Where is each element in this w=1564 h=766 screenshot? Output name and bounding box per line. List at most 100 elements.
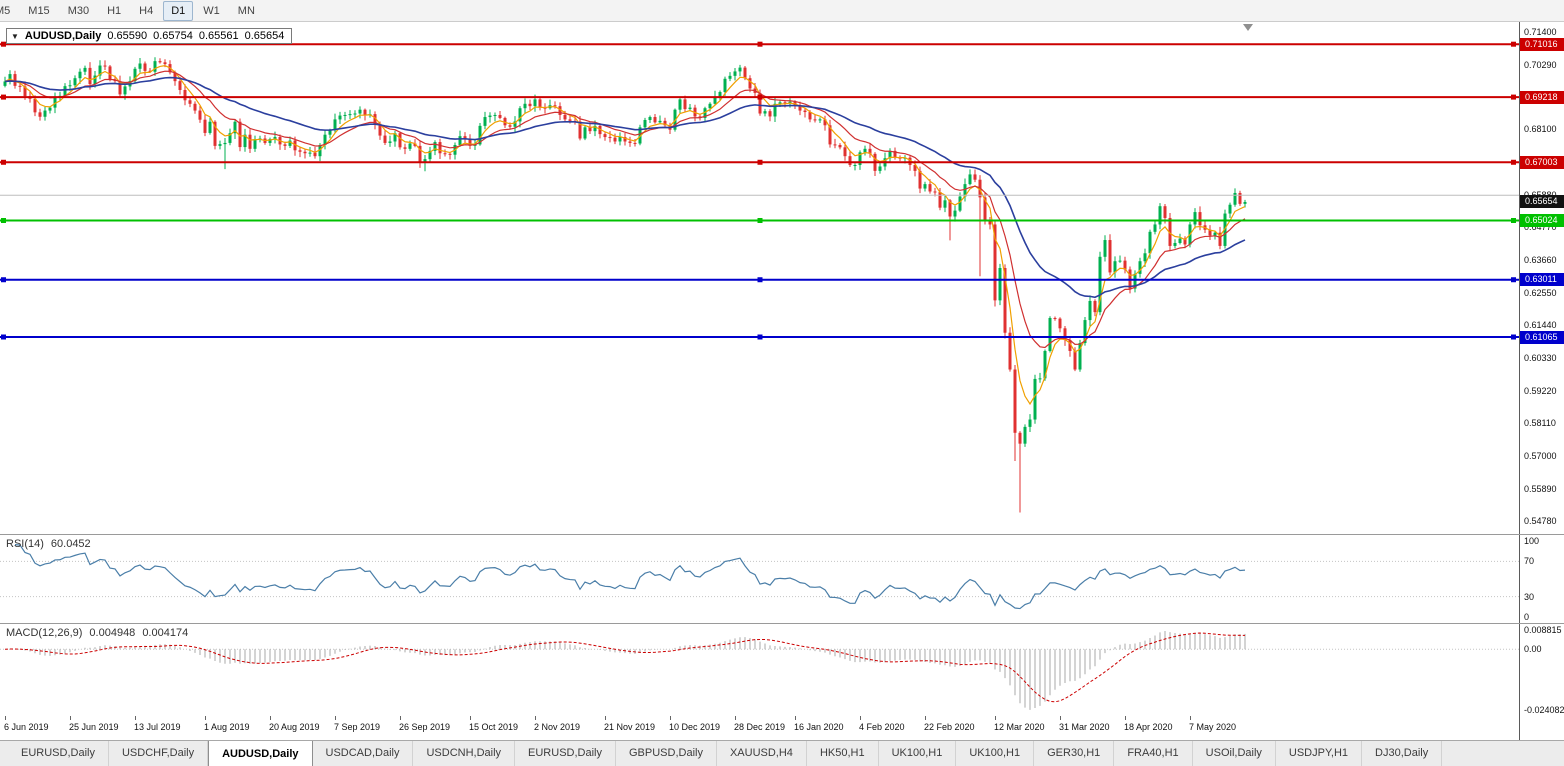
hline-handle[interactable]: [757, 159, 763, 165]
macd-chart: [0, 631, 1519, 710]
rsi-chart: [0, 544, 1519, 610]
tab-hk50-h1[interactable]: HK50,H1: [807, 741, 879, 766]
date-label: 7 May 2020: [1189, 722, 1237, 732]
rsi-tick-label: 0: [1524, 612, 1530, 622]
ohlc-close: 0.65654: [244, 30, 285, 42]
hline-handle[interactable]: [1, 277, 6, 283]
tab-uk100-h1[interactable]: UK100,H1: [956, 741, 1035, 766]
timeframe-button-mn[interactable]: MN: [230, 1, 263, 21]
hline-handle[interactable]: [1, 218, 6, 223]
ma-slow-line[interactable]: [4, 76, 1246, 299]
tab-gbpusd-daily[interactable]: GBPUSD,Daily: [616, 741, 717, 766]
price-tick-label: 0.59220: [1524, 385, 1557, 396]
chart-title-box: ▼ AUDUSD,Daily 0.65590 0.65754 0.65561 0…: [6, 28, 293, 44]
time-axis[interactable]: 6 Jun 2019 25 Jun 2019 13 Jul 2019 1 Aug 20…: [0, 716, 1519, 740]
rsi-scale[interactable]: 100 70 30 0: [1519, 535, 1564, 623]
hline-handle[interactable]: [1511, 94, 1516, 100]
macd-histogram: [9, 631, 1246, 710]
time-tick: [1190, 716, 1191, 720]
hline-handle[interactable]: [757, 41, 763, 47]
price-chart-plot[interactable]: ▼ AUDUSD,Daily 0.65590 0.65754 0.65561 0…: [0, 22, 1519, 534]
panel-separator[interactable]: [0, 534, 1564, 535]
hline-handle[interactable]: [1, 159, 6, 165]
price-tick-label: 0.54780: [1524, 516, 1557, 527]
rsi-tick-label: 70: [1524, 556, 1535, 567]
tab-dj30-daily[interactable]: DJ30,Daily: [1362, 741, 1443, 766]
hline-price-tag: 0.61065: [1520, 330, 1564, 344]
hline-handle[interactable]: [757, 218, 763, 223]
macd-signal-line: [4, 632, 1246, 703]
ma-fast-line[interactable]: [4, 65, 1246, 406]
time-tick: [400, 716, 401, 720]
panel-separator[interactable]: [0, 623, 1564, 624]
rsi-panel[interactable]: RSI(14) 60.0452: [0, 535, 1519, 623]
date-label: 12 Mar 2020: [994, 722, 1045, 732]
hline-handle[interactable]: [757, 277, 763, 283]
tab-usdcad-daily[interactable]: USDCAD,Daily: [313, 741, 414, 766]
chart-shift-marker-icon[interactable]: [1243, 24, 1253, 31]
hline-handle[interactable]: [757, 334, 763, 340]
timeframe-button-w1[interactable]: W1: [195, 1, 228, 21]
tab-usdcnh-daily[interactable]: USDCNH,Daily: [413, 741, 516, 766]
timeframe-button-m5[interactable]: M5: [0, 1, 18, 21]
macd-tick-label: 0.008815: [1524, 625, 1562, 635]
macd-scale[interactable]: 0.008815 0.00 -0.024082: [1519, 624, 1564, 716]
candle-series: [3, 57, 1247, 513]
date-label: 2 Nov 2019: [534, 722, 581, 732]
tab-uk100-h1[interactable]: UK100,H1: [879, 741, 957, 766]
date-label: 15 Oct 2019: [469, 722, 519, 732]
hline-price-tag: 0.65024: [1520, 214, 1564, 227]
date-label: 20 Aug 2019: [269, 722, 320, 732]
tab-usdchf-daily[interactable]: USDCHF,Daily: [109, 741, 209, 766]
hline-handle[interactable]: [1, 41, 6, 47]
price-tick-label: 0.68100: [1524, 124, 1557, 135]
tab-fra40-h1[interactable]: FRA40,H1: [1114, 741, 1193, 766]
timeframe-button-m30[interactable]: M30: [60, 1, 97, 21]
date-label: 6 Jun 2019: [4, 722, 49, 732]
ma-medium-line[interactable]: [4, 70, 1246, 349]
tab-ger30-h1[interactable]: GER30,H1: [1034, 741, 1115, 766]
timeframe-button-h4[interactable]: H4: [131, 1, 161, 21]
chart-symbol-label: AUDUSD,Daily: [24, 30, 102, 42]
price-scale[interactable]: 0.714000.702900.691800.681000.669900.658…: [1519, 22, 1564, 534]
date-label: 21 Nov 2019: [604, 722, 656, 732]
date-label: 26 Sep 2019: [399, 722, 451, 732]
macd-value-signal: 0.004174: [142, 627, 189, 639]
tab-audusd-daily[interactable]: AUDUSD,Daily: [208, 741, 313, 766]
tab-usdjpy-h1[interactable]: USDJPY,H1: [1276, 741, 1363, 766]
hline-handle[interactable]: [1511, 41, 1516, 47]
rsi-name: RSI(14): [6, 538, 44, 550]
scale-corner: [1519, 716, 1564, 740]
hline-handle[interactable]: [1511, 159, 1516, 165]
hline-handle[interactable]: [757, 94, 763, 100]
tab-usoil-daily[interactable]: USOil,Daily: [1193, 741, 1276, 766]
date-label: 1 Aug 2019: [204, 722, 250, 732]
hline-handle[interactable]: [1511, 277, 1516, 283]
candlestick-chart[interactable]: [0, 22, 1519, 534]
price-tick-label: 0.61440: [1524, 320, 1557, 331]
hline-handle[interactable]: [1511, 334, 1516, 340]
date-label: 28 Dec 2019: [734, 722, 786, 732]
timeframe-button-m15[interactable]: M15: [20, 1, 57, 21]
macd-panel[interactable]: MACD(12,26,9) 0.004948 0.004174: [0, 624, 1519, 716]
tab-xauusd-h4[interactable]: XAUUSD,H4: [717, 741, 807, 766]
rsi-line: [14, 544, 1246, 610]
time-tick: [735, 716, 736, 720]
hline-handle[interactable]: [1, 94, 6, 100]
price-tick-label: 0.57000: [1524, 451, 1557, 462]
timeframe-button-h1[interactable]: H1: [99, 1, 129, 21]
time-tick: [70, 716, 71, 720]
hline-handle[interactable]: [1, 334, 6, 340]
date-label: 25 Jun 2019: [69, 722, 119, 732]
macd-value-main: 0.004948: [89, 627, 136, 639]
price-tick-label: 0.63660: [1524, 255, 1557, 266]
hline-handle[interactable]: [1511, 218, 1516, 223]
timeframe-button-d1[interactable]: D1: [163, 0, 194, 21]
collapse-triangle-icon[interactable]: ▼: [11, 31, 19, 41]
macd-tick-label: -0.024082: [1524, 705, 1564, 715]
date-label: 13 Jul 2019: [134, 722, 181, 732]
tab-eurusd-daily[interactable]: EURUSD,Daily: [8, 741, 109, 766]
macd-name: MACD(12,26,9): [6, 627, 83, 639]
timeframe-buttons: M5M15M30H1H4D1W1MN: [0, 0, 1564, 21]
tab-eurusd-daily[interactable]: EURUSD,Daily: [515, 741, 616, 766]
